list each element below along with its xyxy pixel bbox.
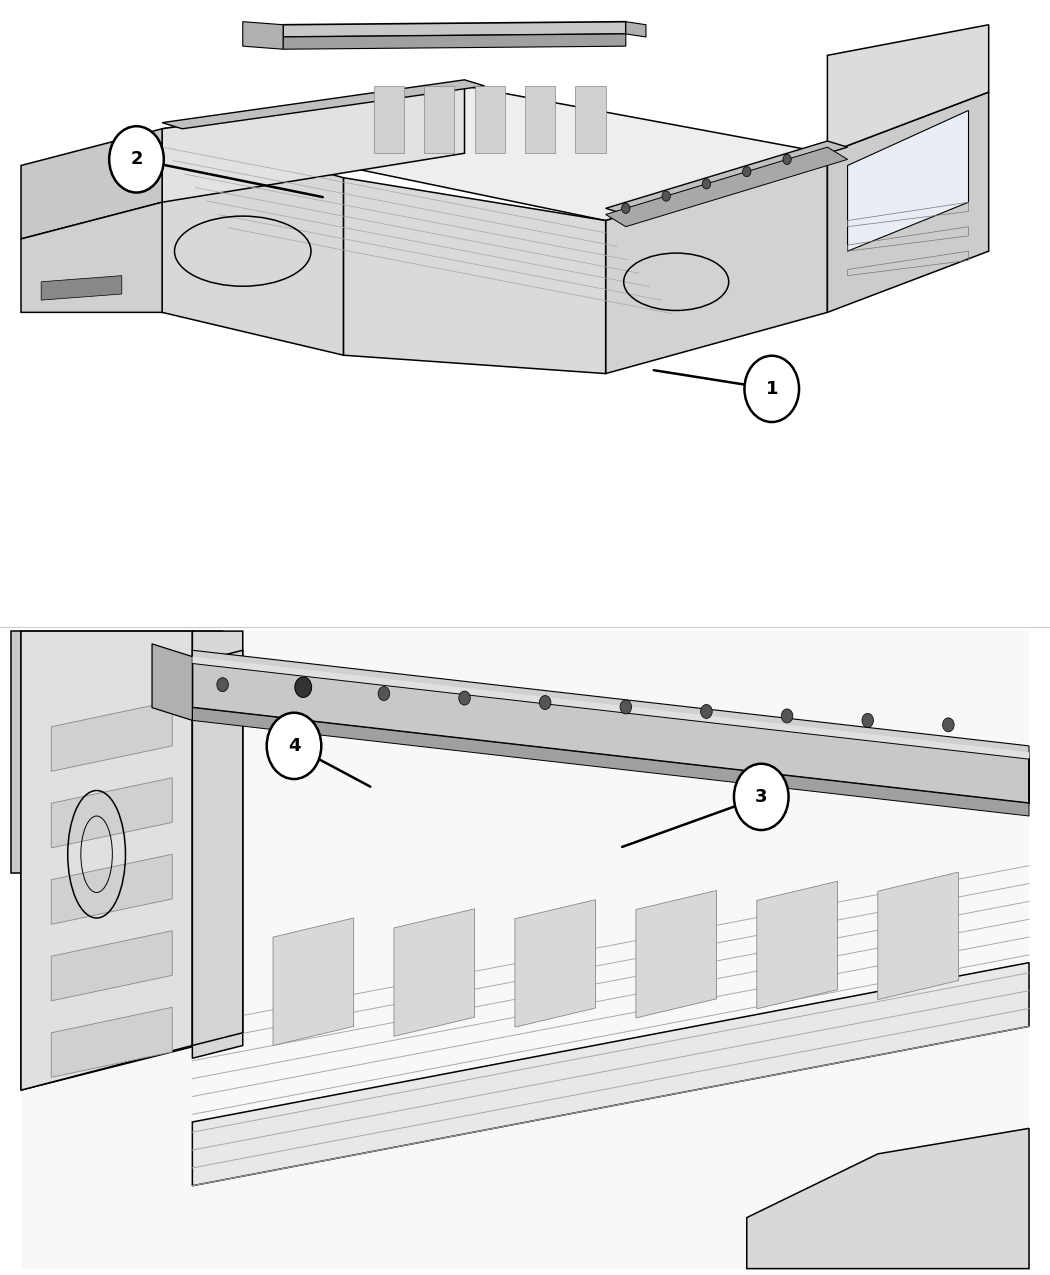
Polygon shape xyxy=(162,85,827,221)
Polygon shape xyxy=(424,85,455,153)
Polygon shape xyxy=(162,85,464,203)
Polygon shape xyxy=(51,931,172,1001)
Polygon shape xyxy=(51,1007,172,1077)
Polygon shape xyxy=(162,80,485,129)
Circle shape xyxy=(943,718,954,732)
Circle shape xyxy=(700,704,712,719)
Polygon shape xyxy=(21,631,1029,1269)
Polygon shape xyxy=(575,85,606,153)
Circle shape xyxy=(621,700,632,714)
Polygon shape xyxy=(747,1128,1029,1269)
Polygon shape xyxy=(192,663,1029,803)
Text: 4: 4 xyxy=(288,737,300,755)
Polygon shape xyxy=(525,85,555,153)
Polygon shape xyxy=(21,129,162,238)
Polygon shape xyxy=(827,92,989,312)
Polygon shape xyxy=(626,22,646,37)
Text: 3: 3 xyxy=(755,788,768,806)
Polygon shape xyxy=(273,918,354,1046)
Circle shape xyxy=(742,167,751,177)
Polygon shape xyxy=(757,881,838,1009)
Polygon shape xyxy=(878,872,959,1000)
Circle shape xyxy=(459,691,470,705)
Polygon shape xyxy=(10,631,21,873)
Circle shape xyxy=(216,678,229,691)
Polygon shape xyxy=(192,650,1029,759)
Polygon shape xyxy=(192,963,1029,1186)
Polygon shape xyxy=(606,142,847,214)
Polygon shape xyxy=(21,631,223,1090)
Polygon shape xyxy=(192,657,1029,759)
Circle shape xyxy=(295,677,312,697)
Polygon shape xyxy=(827,24,989,153)
Circle shape xyxy=(783,154,792,164)
Text: 2: 2 xyxy=(130,150,143,168)
Polygon shape xyxy=(243,22,284,50)
Polygon shape xyxy=(475,85,505,153)
Polygon shape xyxy=(606,147,847,227)
Polygon shape xyxy=(284,22,626,37)
Polygon shape xyxy=(192,631,243,1058)
Polygon shape xyxy=(51,701,172,771)
Circle shape xyxy=(781,709,793,723)
Circle shape xyxy=(622,203,630,213)
Circle shape xyxy=(297,682,309,696)
Circle shape xyxy=(109,126,164,193)
Circle shape xyxy=(662,191,670,201)
Polygon shape xyxy=(284,34,626,50)
Polygon shape xyxy=(192,708,1029,816)
Polygon shape xyxy=(41,275,122,300)
Polygon shape xyxy=(21,631,192,1090)
Polygon shape xyxy=(374,85,404,153)
Circle shape xyxy=(734,764,789,830)
Circle shape xyxy=(744,356,799,422)
Polygon shape xyxy=(394,909,475,1037)
Polygon shape xyxy=(162,129,343,356)
Polygon shape xyxy=(51,778,172,848)
Polygon shape xyxy=(152,644,192,720)
Circle shape xyxy=(540,696,551,709)
Polygon shape xyxy=(343,177,606,374)
Circle shape xyxy=(378,686,390,701)
Polygon shape xyxy=(21,203,162,312)
Polygon shape xyxy=(606,153,827,374)
Text: 1: 1 xyxy=(765,380,778,398)
Polygon shape xyxy=(192,650,243,1046)
Polygon shape xyxy=(847,111,968,251)
Polygon shape xyxy=(514,900,595,1028)
Polygon shape xyxy=(51,854,172,924)
Circle shape xyxy=(267,713,321,779)
Polygon shape xyxy=(636,890,716,1017)
Circle shape xyxy=(862,714,874,727)
Circle shape xyxy=(702,179,711,189)
